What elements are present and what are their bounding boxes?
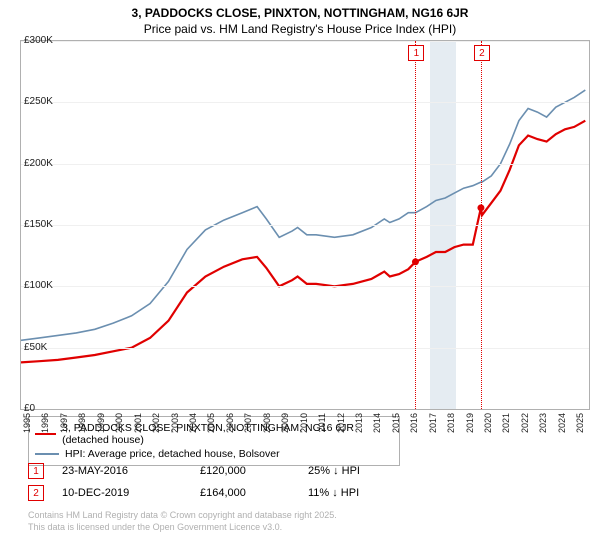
x-axis-label: 2013 [354,413,364,441]
y-axis-label: £50K [24,342,47,353]
x-axis-label: 2025 [575,413,585,441]
x-axis-label: 2014 [372,413,382,441]
x-axis-label: 2017 [428,413,438,441]
gridline-h [21,348,589,349]
x-axis-label: 1995 [22,413,32,441]
legend-swatch-hpi [35,453,59,455]
gridline-h [21,41,589,42]
x-axis-label: 1996 [40,413,50,441]
x-axis-label: 2009 [280,413,290,441]
sale-rows: 1 23-MAY-2016 £120,000 25% ↓ HPI 2 10-DE… [28,460,428,504]
x-axis-label: 2022 [520,413,530,441]
x-axis-label: 2020 [483,413,493,441]
chart-title: 3, PADDOCKS CLOSE, PINXTON, NOTTINGHAM, … [0,0,600,20]
sale-price-1: £120,000 [200,465,290,477]
sale-diff-1: 25% ↓ HPI [308,465,428,477]
gridline-h [21,102,589,103]
sale-marker-vline [415,41,416,409]
x-axis-label: 2004 [188,413,198,441]
x-axis-label: 2018 [446,413,456,441]
sale-marker-vline [481,41,482,409]
chart-container: 3, PADDOCKS CLOSE, PINXTON, NOTTINGHAM, … [0,0,600,560]
plot-area: £0£50K£100K£150K£200K£250K£300K12 [20,40,590,410]
x-axis-label: 2002 [151,413,161,441]
x-axis-label: 2019 [465,413,475,441]
x-axis-label: 2000 [114,413,124,441]
sale-row-1: 1 23-MAY-2016 £120,000 25% ↓ HPI [28,460,428,482]
x-axis-label: 1998 [77,413,87,441]
sale-price-2: £164,000 [200,487,290,499]
y-axis-label: £100K [24,280,53,291]
sale-marker-1: 1 [28,463,44,479]
x-axis-label: 1999 [96,413,106,441]
x-axis-label: 2001 [133,413,143,441]
chart-subtitle: Price paid vs. HM Land Registry's House … [0,20,600,36]
x-axis-label: 2005 [206,413,216,441]
y-axis-label: £300K [24,35,53,46]
x-axis-label: 2024 [557,413,567,441]
x-axis-label: 2006 [225,413,235,441]
x-axis-label: 2021 [501,413,511,441]
y-axis-label: £200K [24,158,53,169]
legend-label-hpi: HPI: Average price, detached house, Bols… [65,448,280,460]
x-axis-label: 2008 [262,413,272,441]
y-axis-label: £150K [24,219,53,230]
sale-diff-2: 11% ↓ HPI [308,487,428,499]
x-axis-label: 2016 [409,413,419,441]
x-axis-label: 2023 [538,413,548,441]
sale-marker-2: 2 [28,485,44,501]
gridline-h [21,225,589,226]
attribution: Contains HM Land Registry data © Crown c… [28,510,337,533]
x-axis-label: 2010 [299,413,309,441]
x-axis-label: 2011 [317,413,327,441]
attribution-line1: Contains HM Land Registry data © Crown c… [28,510,337,522]
series-line [21,90,585,340]
sale-date-2: 10-DEC-2019 [62,487,182,499]
attribution-line2: This data is licensed under the Open Gov… [28,522,337,534]
gridline-h [21,286,589,287]
sale-row-2: 2 10-DEC-2019 £164,000 11% ↓ HPI [28,482,428,504]
x-axis-label: 2012 [336,413,346,441]
x-axis-label: 2015 [391,413,401,441]
legend-row-hpi: HPI: Average price, detached house, Bols… [35,447,393,461]
x-axis-label: 2003 [170,413,180,441]
gridline-h [21,164,589,165]
x-axis-label: 1997 [59,413,69,441]
sale-marker-label: 2 [474,45,490,61]
y-axis-label: £250K [24,96,53,107]
x-axis-label: 2007 [243,413,253,441]
sale-marker-label: 1 [408,45,424,61]
sale-date-1: 23-MAY-2016 [62,465,182,477]
